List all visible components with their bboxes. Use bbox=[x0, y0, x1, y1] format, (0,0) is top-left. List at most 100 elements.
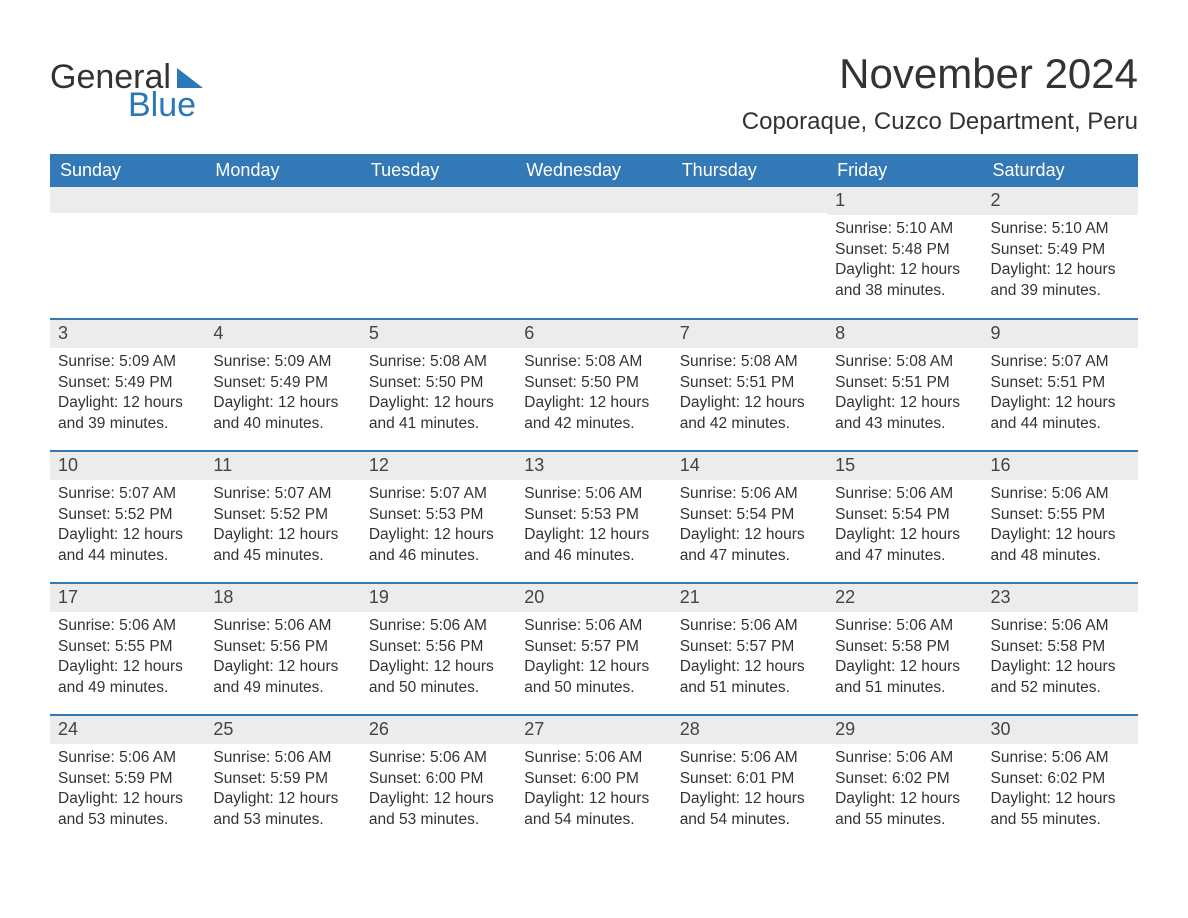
sunrise-line: Sunrise: 5:06 AM bbox=[680, 484, 819, 505]
daylight-line: Daylight: 12 hours and 50 minutes. bbox=[524, 657, 663, 699]
sunset-line: Sunset: 5:57 PM bbox=[524, 637, 663, 658]
sunrise-line: Sunrise: 5:06 AM bbox=[991, 616, 1130, 637]
calendar-day-cell: 5Sunrise: 5:08 AMSunset: 5:50 PMDaylight… bbox=[361, 319, 516, 451]
day-details: Sunrise: 5:06 AMSunset: 6:02 PMDaylight:… bbox=[983, 744, 1138, 840]
calendar-day-cell: 4Sunrise: 5:09 AMSunset: 5:49 PMDaylight… bbox=[205, 319, 360, 451]
day-number: 12 bbox=[361, 452, 516, 480]
day-details: Sunrise: 5:09 AMSunset: 5:49 PMDaylight:… bbox=[50, 348, 205, 444]
daylight-line: Daylight: 12 hours and 40 minutes. bbox=[213, 393, 352, 435]
day-number: 14 bbox=[672, 452, 827, 480]
day-details: Sunrise: 5:06 AMSunset: 5:56 PMDaylight:… bbox=[361, 612, 516, 708]
calendar-day-cell bbox=[205, 187, 360, 319]
daylight-line: Daylight: 12 hours and 47 minutes. bbox=[680, 525, 819, 567]
day-details: Sunrise: 5:08 AMSunset: 5:50 PMDaylight:… bbox=[361, 348, 516, 444]
day-number bbox=[672, 187, 827, 213]
day-number: 21 bbox=[672, 584, 827, 612]
day-details bbox=[205, 213, 360, 225]
logo-triangle-icon bbox=[177, 68, 203, 88]
sunrise-line: Sunrise: 5:06 AM bbox=[680, 616, 819, 637]
day-number: 18 bbox=[205, 584, 360, 612]
calendar-week-row: 24Sunrise: 5:06 AMSunset: 5:59 PMDayligh… bbox=[50, 715, 1138, 847]
day-number: 15 bbox=[827, 452, 982, 480]
day-number bbox=[516, 187, 671, 213]
day-details: Sunrise: 5:06 AMSunset: 5:58 PMDaylight:… bbox=[827, 612, 982, 708]
daylight-line: Daylight: 12 hours and 47 minutes. bbox=[835, 525, 974, 567]
daylight-line: Daylight: 12 hours and 50 minutes. bbox=[369, 657, 508, 699]
sunset-line: Sunset: 5:53 PM bbox=[524, 505, 663, 526]
daylight-line: Daylight: 12 hours and 54 minutes. bbox=[680, 789, 819, 831]
calendar-header-row: Sunday Monday Tuesday Wednesday Thursday… bbox=[50, 154, 1138, 187]
day-number: 13 bbox=[516, 452, 671, 480]
day-number bbox=[205, 187, 360, 213]
day-details: Sunrise: 5:06 AMSunset: 5:58 PMDaylight:… bbox=[983, 612, 1138, 708]
calendar-day-cell: 15Sunrise: 5:06 AMSunset: 5:54 PMDayligh… bbox=[827, 451, 982, 583]
daylight-line: Daylight: 12 hours and 52 minutes. bbox=[991, 657, 1130, 699]
day-number: 5 bbox=[361, 320, 516, 348]
sunset-line: Sunset: 5:53 PM bbox=[369, 505, 508, 526]
day-details: Sunrise: 5:06 AMSunset: 6:01 PMDaylight:… bbox=[672, 744, 827, 840]
day-number: 8 bbox=[827, 320, 982, 348]
daylight-line: Daylight: 12 hours and 55 minutes. bbox=[835, 789, 974, 831]
day-header: Friday bbox=[827, 154, 982, 187]
daylight-line: Daylight: 12 hours and 39 minutes. bbox=[58, 393, 197, 435]
daylight-line: Daylight: 12 hours and 42 minutes. bbox=[524, 393, 663, 435]
sunrise-line: Sunrise: 5:07 AM bbox=[58, 484, 197, 505]
sunset-line: Sunset: 5:49 PM bbox=[213, 373, 352, 394]
sunset-line: Sunset: 5:54 PM bbox=[835, 505, 974, 526]
calendar-day-cell: 12Sunrise: 5:07 AMSunset: 5:53 PMDayligh… bbox=[361, 451, 516, 583]
day-number: 26 bbox=[361, 716, 516, 744]
daylight-line: Daylight: 12 hours and 41 minutes. bbox=[369, 393, 508, 435]
month-title: November 2024 bbox=[742, 50, 1138, 98]
calendar-day-cell: 8Sunrise: 5:08 AMSunset: 5:51 PMDaylight… bbox=[827, 319, 982, 451]
sunset-line: Sunset: 5:56 PM bbox=[369, 637, 508, 658]
header: General Blue November 2024 Coporaque, Cu… bbox=[50, 50, 1138, 136]
day-number: 20 bbox=[516, 584, 671, 612]
sunrise-line: Sunrise: 5:08 AM bbox=[680, 352, 819, 373]
day-details: Sunrise: 5:06 AMSunset: 5:59 PMDaylight:… bbox=[205, 744, 360, 840]
sunset-line: Sunset: 5:55 PM bbox=[58, 637, 197, 658]
sunset-line: Sunset: 5:58 PM bbox=[835, 637, 974, 658]
calendar-day-cell: 3Sunrise: 5:09 AMSunset: 5:49 PMDaylight… bbox=[50, 319, 205, 451]
calendar-day-cell: 19Sunrise: 5:06 AMSunset: 5:56 PMDayligh… bbox=[361, 583, 516, 715]
sunrise-line: Sunrise: 5:06 AM bbox=[58, 616, 197, 637]
day-header: Tuesday bbox=[361, 154, 516, 187]
daylight-line: Daylight: 12 hours and 53 minutes. bbox=[369, 789, 508, 831]
daylight-line: Daylight: 12 hours and 45 minutes. bbox=[213, 525, 352, 567]
day-details: Sunrise: 5:06 AMSunset: 6:00 PMDaylight:… bbox=[361, 744, 516, 840]
day-details: Sunrise: 5:07 AMSunset: 5:51 PMDaylight:… bbox=[983, 348, 1138, 444]
daylight-line: Daylight: 12 hours and 42 minutes. bbox=[680, 393, 819, 435]
day-number: 1 bbox=[827, 187, 982, 215]
day-details: Sunrise: 5:06 AMSunset: 5:57 PMDaylight:… bbox=[672, 612, 827, 708]
day-details: Sunrise: 5:08 AMSunset: 5:51 PMDaylight:… bbox=[827, 348, 982, 444]
day-details: Sunrise: 5:08 AMSunset: 5:51 PMDaylight:… bbox=[672, 348, 827, 444]
sunset-line: Sunset: 5:50 PM bbox=[369, 373, 508, 394]
sunset-line: Sunset: 5:52 PM bbox=[213, 505, 352, 526]
day-number: 22 bbox=[827, 584, 982, 612]
sunrise-line: Sunrise: 5:09 AM bbox=[58, 352, 197, 373]
calendar-day-cell: 9Sunrise: 5:07 AMSunset: 5:51 PMDaylight… bbox=[983, 319, 1138, 451]
title-block: November 2024 Coporaque, Cuzco Departmen… bbox=[742, 50, 1138, 136]
calendar-day-cell: 20Sunrise: 5:06 AMSunset: 5:57 PMDayligh… bbox=[516, 583, 671, 715]
sunset-line: Sunset: 5:49 PM bbox=[991, 240, 1130, 261]
calendar-day-cell bbox=[516, 187, 671, 319]
sunrise-line: Sunrise: 5:06 AM bbox=[213, 616, 352, 637]
calendar-week-row: 10Sunrise: 5:07 AMSunset: 5:52 PMDayligh… bbox=[50, 451, 1138, 583]
day-number: 10 bbox=[50, 452, 205, 480]
daylight-line: Daylight: 12 hours and 48 minutes. bbox=[991, 525, 1130, 567]
calendar-day-cell: 28Sunrise: 5:06 AMSunset: 6:01 PMDayligh… bbox=[672, 715, 827, 847]
daylight-line: Daylight: 12 hours and 53 minutes. bbox=[213, 789, 352, 831]
sunset-line: Sunset: 5:58 PM bbox=[991, 637, 1130, 658]
sunrise-line: Sunrise: 5:10 AM bbox=[991, 219, 1130, 240]
calendar-day-cell: 13Sunrise: 5:06 AMSunset: 5:53 PMDayligh… bbox=[516, 451, 671, 583]
day-number: 6 bbox=[516, 320, 671, 348]
daylight-line: Daylight: 12 hours and 43 minutes. bbox=[835, 393, 974, 435]
calendar-day-cell: 2Sunrise: 5:10 AMSunset: 5:49 PMDaylight… bbox=[983, 187, 1138, 319]
day-number: 17 bbox=[50, 584, 205, 612]
day-details: Sunrise: 5:07 AMSunset: 5:53 PMDaylight:… bbox=[361, 480, 516, 576]
daylight-line: Daylight: 12 hours and 51 minutes. bbox=[835, 657, 974, 699]
day-number: 2 bbox=[983, 187, 1138, 215]
sunrise-line: Sunrise: 5:06 AM bbox=[58, 748, 197, 769]
day-details: Sunrise: 5:06 AMSunset: 5:57 PMDaylight:… bbox=[516, 612, 671, 708]
day-number: 25 bbox=[205, 716, 360, 744]
calendar-day-cell: 1Sunrise: 5:10 AMSunset: 5:48 PMDaylight… bbox=[827, 187, 982, 319]
